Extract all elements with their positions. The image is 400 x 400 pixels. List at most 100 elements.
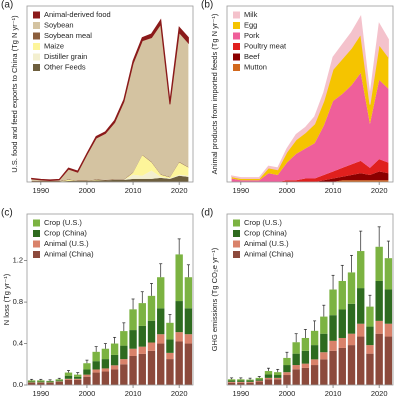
x-tick-label: 2010 (325, 186, 342, 195)
bar (138, 353, 146, 385)
bar (274, 372, 282, 376)
legend-label: Soybean meal (44, 31, 92, 40)
error-bar (85, 359, 89, 364)
bar (175, 332, 183, 342)
bar (246, 380, 254, 382)
bar (375, 280, 383, 321)
error-bar (150, 283, 153, 296)
legend-swatch (233, 230, 240, 237)
legend-label: Animal-derived food (44, 10, 111, 19)
bar (301, 367, 310, 385)
bar (366, 353, 374, 385)
bar (37, 382, 45, 383)
area (231, 34, 389, 181)
bar (74, 376, 82, 379)
legend-swatch (33, 53, 40, 61)
bar (64, 378, 73, 380)
bar (27, 381, 36, 383)
bar (175, 254, 183, 302)
error-bar (186, 264, 190, 278)
bar (55, 379, 63, 381)
error-bar (94, 346, 98, 352)
plot-frame (26, 213, 194, 386)
bar (384, 336, 393, 385)
error-bar (103, 343, 107, 349)
y-tick-label: 0.0 (13, 380, 23, 389)
error-bar (322, 304, 326, 317)
bar (292, 369, 300, 385)
bar (246, 379, 254, 381)
bar (166, 352, 174, 360)
panel-label: (d) (201, 208, 213, 219)
x-tick-label: 1990 (32, 186, 49, 195)
bar (157, 277, 165, 309)
y-axis-label: GHG emissions (Tg CO₂e yr⁻¹) (210, 247, 219, 351)
y-axis-label: U.S. food and feed exports to China (Tg … (10, 15, 19, 173)
area (231, 159, 389, 182)
bar (310, 345, 319, 360)
bar (384, 323, 393, 337)
bar (46, 380, 54, 382)
legend-label: Animal (U.S.) (44, 239, 89, 248)
panel-label: (a) (1, 0, 13, 11)
bar (166, 322, 174, 340)
bar (129, 330, 137, 349)
legend-swatch (233, 53, 240, 61)
bar (92, 351, 100, 362)
error-bar (340, 264, 344, 281)
error-bar (48, 379, 52, 381)
bar (237, 380, 245, 382)
bar (338, 347, 346, 385)
bar (338, 337, 346, 348)
bar (347, 345, 356, 385)
bar (101, 371, 110, 385)
legend-label: Distiller grain (44, 52, 87, 61)
area (31, 170, 189, 182)
bar (366, 345, 374, 354)
bar (129, 348, 137, 356)
y-tick-label: 1.2 (13, 256, 23, 265)
x-tick-label: 2000 (79, 186, 96, 195)
error-bar (239, 377, 243, 380)
bar (375, 333, 383, 385)
bar (338, 280, 346, 310)
area (231, 180, 389, 182)
bar (27, 382, 36, 383)
bar (227, 382, 236, 385)
bar (92, 369, 100, 373)
legend-label: Crop (U.S.) (44, 218, 82, 227)
legend-label: Poultry meat (244, 41, 287, 50)
bar (46, 382, 54, 383)
error-bar (122, 322, 126, 332)
bar (64, 379, 73, 385)
bar (264, 374, 273, 378)
bar (375, 320, 383, 334)
x-tick-label: 2010 (125, 186, 142, 195)
error-bar (248, 377, 252, 380)
bar (129, 355, 137, 385)
legend-label: Crop (China) (44, 228, 87, 237)
legend-swatch (233, 11, 240, 19)
bar (301, 337, 310, 351)
bar (329, 315, 337, 341)
bar (110, 365, 119, 370)
bar (310, 365, 319, 385)
legend-swatch (233, 32, 240, 40)
bar (283, 375, 291, 385)
bar (27, 380, 36, 382)
bar (264, 371, 273, 375)
panel: 1990 2000 2010 2020 GHG emissions (Tg CO₂e y… (201, 208, 394, 398)
legend-label: Beef (244, 52, 260, 61)
bar (184, 343, 193, 385)
x-tick-label: 1990 (32, 389, 49, 398)
bar (264, 379, 273, 385)
x-tick-label: 2020 (371, 389, 388, 398)
error-bar (386, 240, 390, 259)
error-bar (30, 378, 34, 381)
bar (347, 303, 356, 334)
x-tick-label: 2020 (371, 186, 388, 195)
bar (274, 379, 282, 385)
bar (310, 359, 319, 366)
bar (301, 363, 310, 368)
bar (384, 289, 393, 324)
